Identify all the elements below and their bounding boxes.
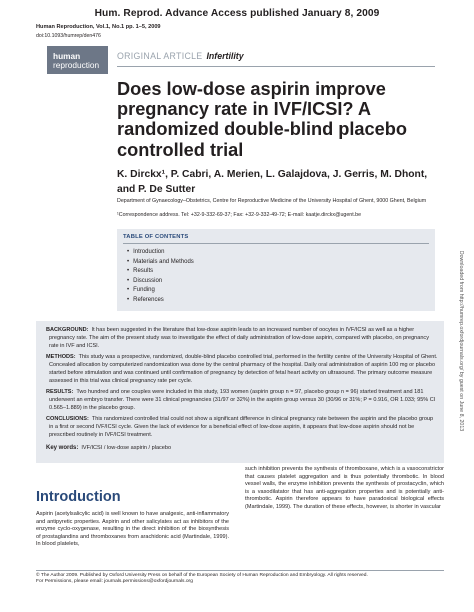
toc-item-results[interactable]: Results [127,267,194,277]
correspondence-address: ¹Correspondence address. Tel: +32-9-332-… [117,212,362,218]
advance-access-banner: Hum. Reprod. Advance Access published Ja… [94,8,380,19]
download-notice: Downloaded from http://humrep.oxfordjour… [454,218,468,463]
conclusions-text: This randomized controlled trial could n… [49,416,434,438]
results-text: Two hundred and one couples were include… [49,389,436,411]
toc-title: TABLE OF CONTENTS [123,234,189,240]
footer-divider [36,570,444,571]
article-title: Does low-dose aspirin improve pregnancy … [117,79,407,160]
affiliation: Department of Gynaecology–Obstetrics, Ce… [117,198,427,204]
toc-divider [123,243,429,244]
copyright-line: © The Author 2009. Published by Oxford U… [36,573,368,578]
doi-link[interactable]: doi:10.1093/humrep/den476 [36,33,101,39]
background-text: It has been suggested in the literature … [49,327,429,349]
article-type-label: ORIGINAL ARTICLE [117,51,203,61]
keywords-text: IVF/ICSI / low-dose aspirin / placebo [81,445,172,451]
copyright-notice: © The Author 2009. Published by Oxford U… [36,573,446,585]
logo-line-2: reproduction [53,60,100,70]
download-notice-text: Downloaded from http://humrep.oxfordjour… [458,250,464,431]
toc-item-discussion[interactable]: Discussion [127,277,194,287]
header-divider [117,66,435,67]
background-label: BACKGROUND: [46,327,89,333]
section-heading-introduction: Introduction [36,489,121,505]
results-label: RESULTS: [46,389,74,395]
abstract-conclusions: CONCLUSIONS: This randomized controlled t… [46,415,438,439]
table-of-contents: TABLE OF CONTENTS Introduction Materials… [117,229,435,311]
abstract-methods: METHODS: This study was a prospective, ra… [46,353,438,385]
abstract-background: BACKGROUND: It has been suggested in the … [46,326,438,350]
journal-citation: Human Reproduction, Vol.1, No.1 pp. 1–5,… [36,24,161,30]
toc-item-introduction[interactable]: Introduction [127,248,194,258]
author-list: K. Dirckx¹, P. Cabri, A. Merien, L. Gala… [117,169,428,195]
abstract-box: BACKGROUND: It has been suggested in the … [36,321,444,463]
toc-item-references[interactable]: References [127,296,194,306]
methods-text: This study was a prospective, randomized… [49,354,438,384]
toc-item-funding[interactable]: Funding [127,286,194,296]
conclusions-label: CONCLUSIONS: [46,416,89,422]
journal-logo: human reproduction [47,46,108,74]
permissions-line: For Permissions, please email: journals.… [36,579,193,585]
introduction-column-left: Aspirin (acetylsalicylic acid) is well k… [36,511,229,548]
methods-label: METHODS: [46,354,76,360]
article-type: ORIGINAL ARTICLE Infertility [117,51,244,61]
toc-item-methods[interactable]: Materials and Methods [127,258,194,268]
toc-list: Introduction Materials and Methods Resul… [127,248,194,306]
abstract-results: RESULTS: Two hundred and one couples were… [46,388,438,412]
article-category: Infertility [206,51,244,61]
abstract-keywords: Key words: IVF/ICSI / low-dose aspirin / … [46,444,438,452]
logo-line-1: human [53,51,81,61]
introduction-column-right: such inhibition prevents the synthesis o… [245,466,444,510]
keywords-label: Key words: [46,445,79,451]
